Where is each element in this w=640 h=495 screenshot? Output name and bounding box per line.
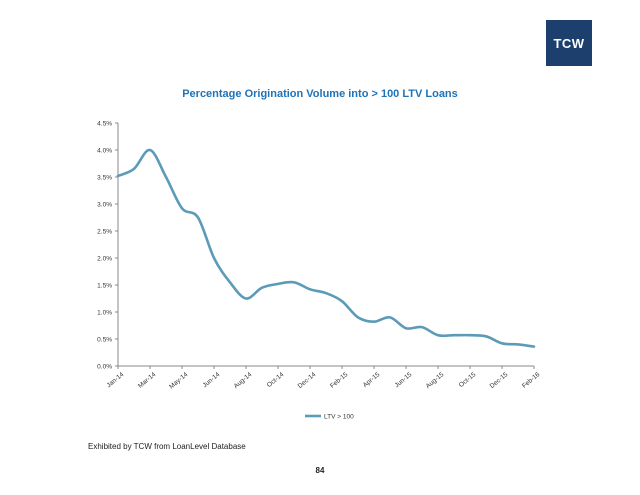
x-tick-label: Mar-14 bbox=[137, 371, 158, 390]
y-tick-label: 3.5% bbox=[97, 175, 112, 182]
y-tick-label: 4.5% bbox=[97, 121, 112, 128]
y-tick-label: 3.0% bbox=[97, 202, 112, 209]
x-tick-label: Apr-15 bbox=[362, 371, 382, 389]
x-tick-label: May-14 bbox=[168, 371, 189, 391]
x-tick-label: Jan-14 bbox=[106, 371, 126, 389]
logo-text: TCW bbox=[553, 35, 585, 51]
x-tick-label: Oct-14 bbox=[266, 371, 286, 389]
y-tick-label: 1.5% bbox=[97, 283, 112, 290]
y-tick-label: 4.0% bbox=[97, 148, 112, 155]
x-tick-label: Jun-15 bbox=[394, 371, 414, 389]
tcw-logo: TCW bbox=[546, 20, 592, 66]
series-line bbox=[116, 148, 536, 348]
source-note: Exhibited by TCW from LoanLevel Database bbox=[88, 442, 246, 451]
y-tick-label: 1.0% bbox=[97, 310, 112, 317]
page-number: 84 bbox=[315, 466, 325, 475]
chart-title: Percentage Origination Volume into > 100… bbox=[182, 88, 458, 100]
legend-label: LTV > 100 bbox=[324, 414, 354, 421]
y-tick-label: 0.0% bbox=[97, 364, 112, 371]
y-tick-label: 2.5% bbox=[97, 229, 112, 236]
y-tick-label: 2.0% bbox=[97, 256, 112, 263]
x-tick-label: Feb-15 bbox=[329, 371, 350, 390]
x-tick-label: Dec-15 bbox=[489, 371, 510, 390]
x-tick-label: Aug-15 bbox=[425, 371, 446, 390]
y-tick-label: 0.5% bbox=[97, 337, 112, 344]
x-tick-label: Jun-14 bbox=[202, 371, 222, 389]
x-tick-label: Aug-14 bbox=[233, 371, 254, 390]
x-tick-label: Dec-14 bbox=[297, 371, 318, 390]
x-tick-label: Oct-15 bbox=[458, 371, 478, 389]
x-tick-label: Feb-16 bbox=[521, 371, 542, 390]
